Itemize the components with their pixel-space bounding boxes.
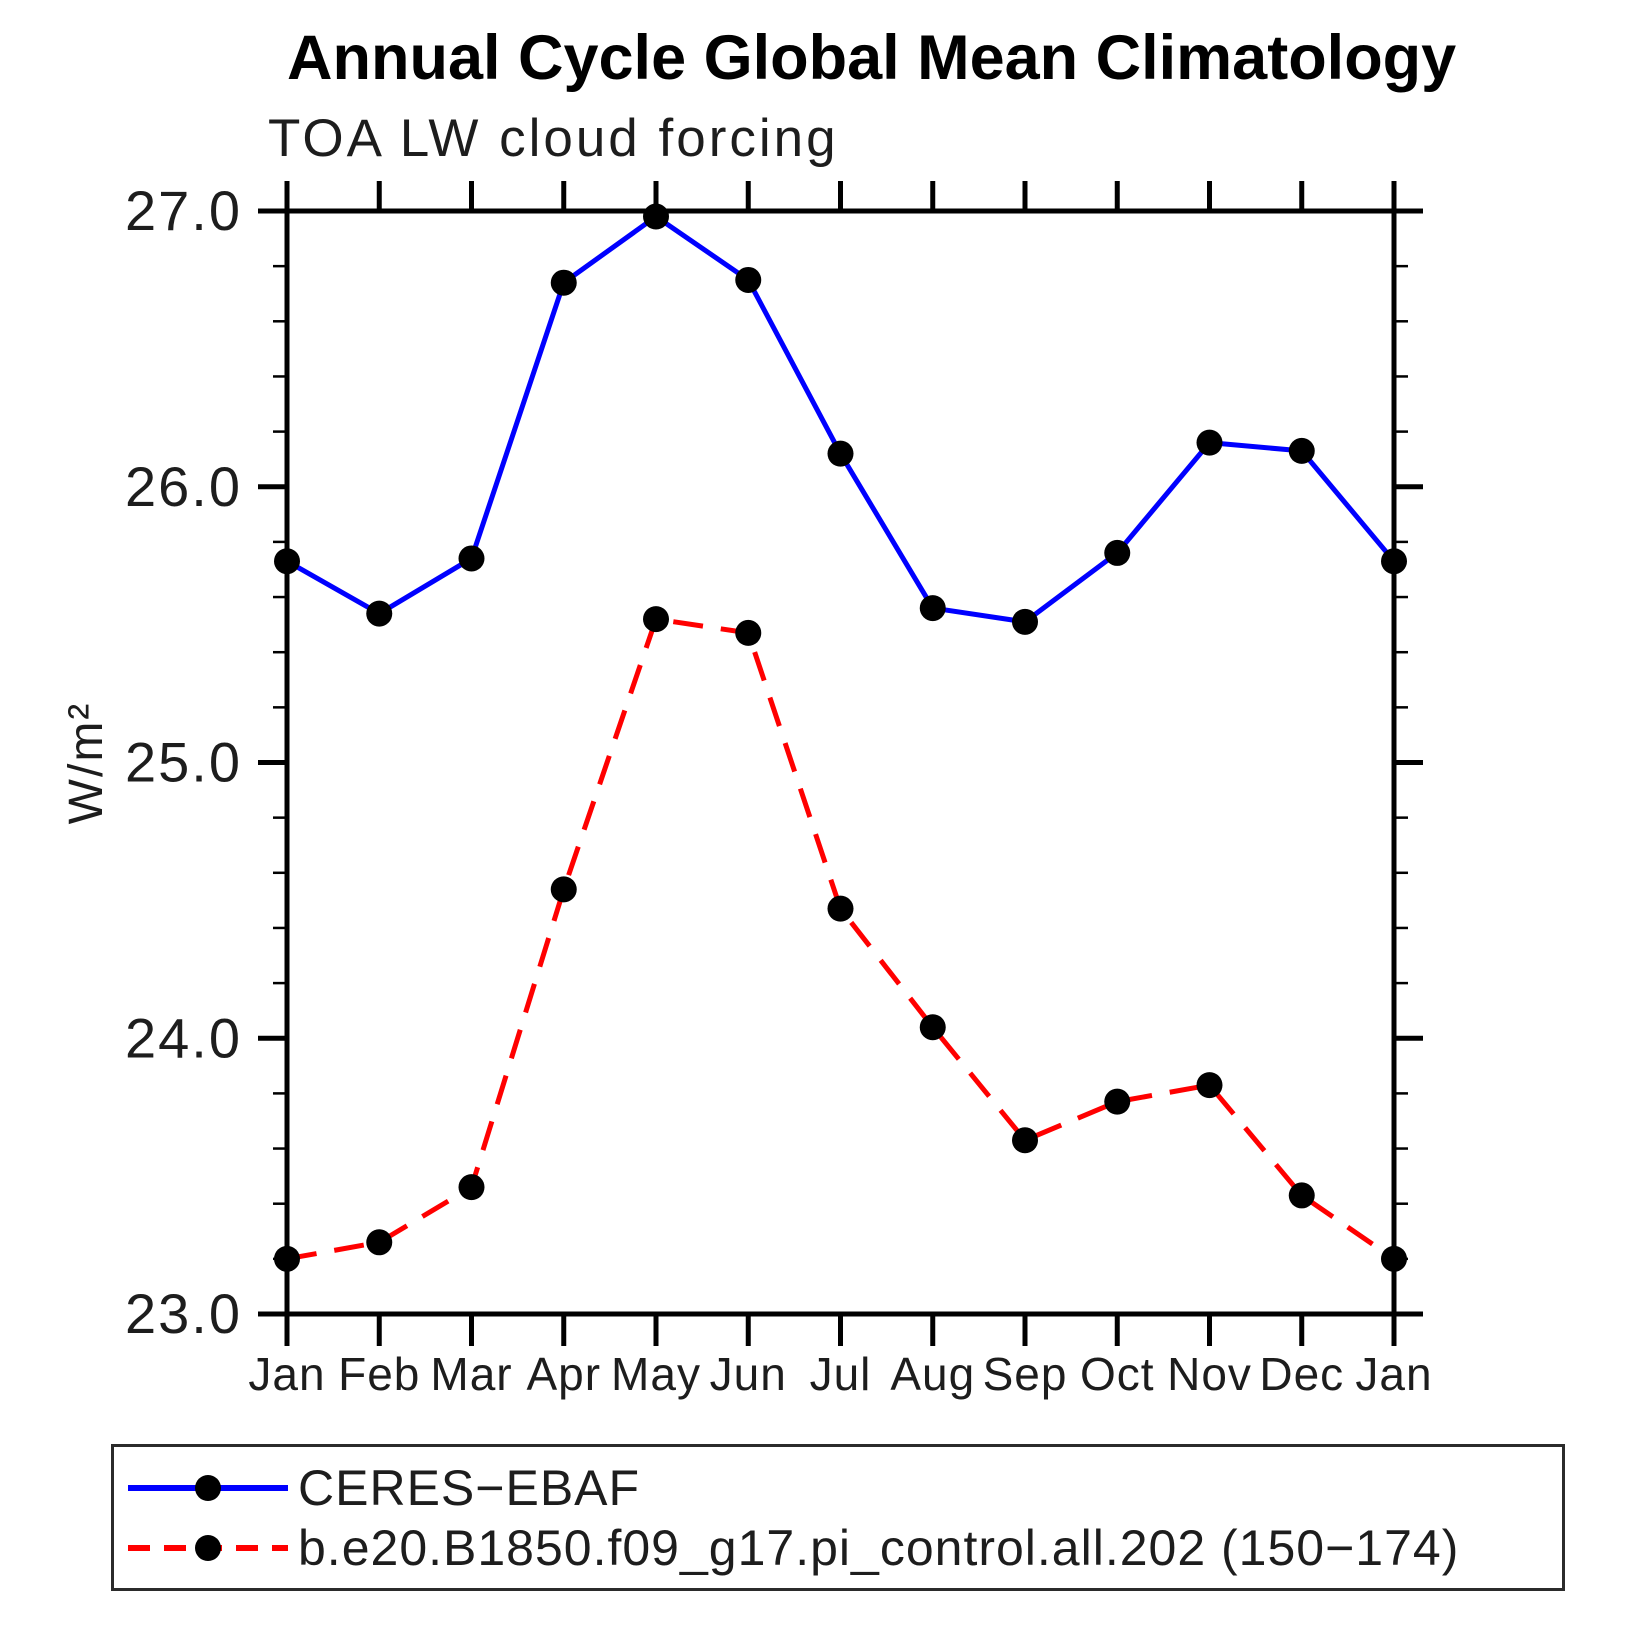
legend-item-ceres-ebaf: CERES−EBAF <box>122 1459 640 1517</box>
series-1-marker <box>1288 1182 1315 1209</box>
legend-sample-solid-line <box>128 1475 288 1501</box>
x-tick-label: May <box>611 1348 701 1400</box>
series-0-marker <box>919 595 946 622</box>
chart-subtitle: TOA LW cloud forcing <box>268 109 839 168</box>
series-0-marker <box>366 600 393 627</box>
series-1-marker <box>1104 1088 1131 1115</box>
series-1-marker <box>366 1229 393 1256</box>
series-0-marker <box>1288 437 1315 464</box>
series-1-marker <box>458 1174 485 1201</box>
series-0-marker <box>643 203 669 230</box>
series-1-marker <box>1012 1127 1038 1154</box>
legend-item-model-run: b.e20.B1850.f09_g17.pi_control.all.202 (… <box>122 1519 1459 1577</box>
legend-sample-dashed-line <box>128 1535 288 1561</box>
series-line-1 <box>286 616 1396 1262</box>
series-1-marker <box>735 619 762 646</box>
x-tick-label: Aug <box>890 1348 975 1400</box>
x-tick-label: Dec <box>1259 1348 1344 1400</box>
series-0-marker <box>458 545 485 572</box>
series-0-marker <box>274 548 300 575</box>
x-tick-label: Jan <box>248 1348 325 1400</box>
series-1-marker <box>827 895 854 922</box>
series-0-marker <box>1381 548 1407 575</box>
legend-label-model-run: b.e20.B1850.f09_g17.pi_control.all.202 (… <box>298 1520 1460 1576</box>
y-tick-label: 25.0 <box>125 731 242 794</box>
legend: CERES−EBAF b.e20.B1850.f09_g17.pi_contro… <box>111 1444 1565 1591</box>
series-0-marker <box>550 269 577 296</box>
series-0-marker <box>1196 429 1223 456</box>
series-1-marker <box>1196 1072 1223 1099</box>
x-tick-label: Feb <box>338 1348 420 1400</box>
y-tick-label: 27.0 <box>125 179 242 242</box>
legend-marker-circle <box>195 1475 221 1501</box>
plot-frame <box>284 208 1397 1317</box>
chart-title: Annual Cycle Global Mean Climatology <box>287 23 1457 93</box>
legend-marker-circle <box>195 1535 221 1561</box>
x-tick-label: Oct <box>1080 1348 1155 1400</box>
x-tick-label: Mar <box>430 1348 512 1400</box>
legend-label-ceres-ebaf: CERES−EBAF <box>298 1460 641 1516</box>
series-0-marker <box>827 440 854 467</box>
y-tick-label: 26.0 <box>125 455 242 518</box>
x-tick-label: Nov <box>1167 1348 1252 1400</box>
series-1-marker <box>1381 1245 1407 1272</box>
x-tick-label: Apr <box>526 1348 601 1400</box>
y-tick-label: 23.0 <box>125 1282 242 1345</box>
series-1-marker <box>274 1245 300 1272</box>
y-tick-label: 24.0 <box>125 1006 242 1069</box>
x-tick-label: Jun <box>710 1348 787 1400</box>
x-tick-label: Jul <box>810 1348 872 1400</box>
series-1-marker <box>643 606 669 633</box>
series-0-marker <box>1104 539 1131 566</box>
series-0-marker <box>1012 608 1038 635</box>
series-line-0 <box>285 214 1396 625</box>
series-1-marker <box>919 1014 946 1041</box>
x-tick-label: Sep <box>983 1348 1068 1400</box>
series-0-marker <box>735 266 762 293</box>
series-1-marker <box>550 876 577 903</box>
x-tick-label: Jan <box>1355 1348 1432 1400</box>
